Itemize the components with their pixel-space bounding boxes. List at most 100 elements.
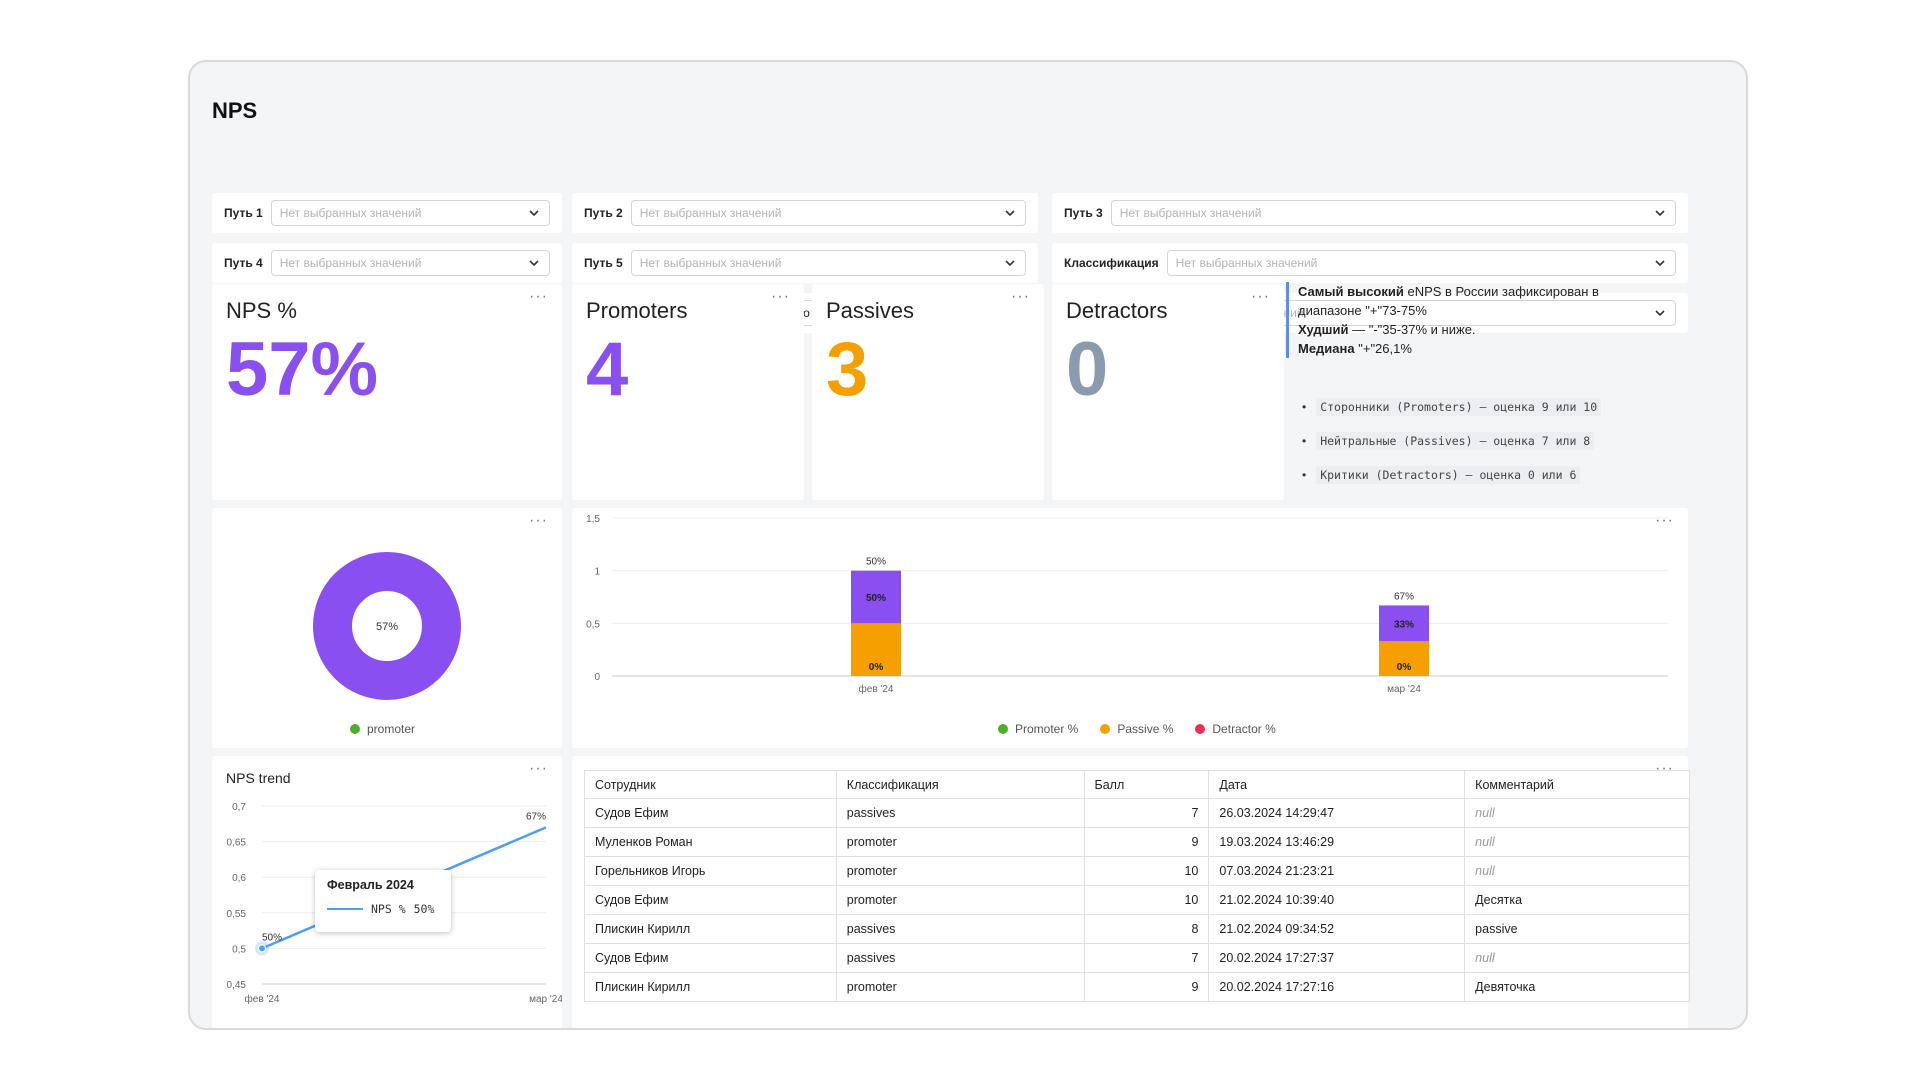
- filter-select[interactable]: Нет выбранных значений: [630, 250, 1026, 276]
- tooltip-title: Февраль 2024: [327, 878, 414, 892]
- table-row[interactable]: Горельников Игорь promoter 10 07.03.2024 21…: [584, 856, 1690, 886]
- table-row[interactable]: Судов Ефим passives 7 20.02.2024 17:27:37 nu…: [584, 943, 1690, 973]
- data-point: [258, 944, 266, 953]
- filter-5: Путь 5 Нет выбранных значений: [572, 243, 1038, 283]
- kpi-title: NPS %: [226, 298, 297, 323]
- kpi-title: Passives: [826, 298, 915, 323]
- bar-total-label: 50%: [866, 557, 886, 568]
- bar-promoter: [851, 570, 901, 624]
- filter-select[interactable]: Нет выбранных значений: [270, 250, 550, 276]
- responses-table: Сотрудник Классификация Балл Дата Комментари…: [584, 770, 1690, 1002]
- note-list: Сторонники (Promoters) — оценка 9 или 10…: [1302, 398, 1602, 500]
- y-tick-label: 0,45: [227, 980, 247, 991]
- filter-select[interactable]: Нет выбранных значений: [270, 200, 550, 226]
- table-cell: 8: [1083, 914, 1210, 944]
- card-menu-button[interactable]: ···: [529, 760, 548, 777]
- tooltip-swatch: [327, 908, 363, 910]
- note-worst-text: — "-"35-37% и ниже.: [1348, 322, 1476, 337]
- card-menu-button[interactable]: ···: [771, 288, 790, 305]
- donut-slice-promoter: [313, 552, 461, 700]
- card-menu-button[interactable]: ···: [1655, 512, 1674, 529]
- filter-2: Путь 2 Нет выбранных значений: [572, 193, 1038, 233]
- table-cell: null: [1464, 827, 1690, 857]
- table-row[interactable]: Судов Ефим promoter 10 21.02.2024 10:39:40 Д…: [584, 885, 1690, 915]
- y-tick-label: 1: [594, 567, 600, 578]
- table-cell: Десятка: [1464, 885, 1690, 915]
- filter-value: Нет выбранных значений: [639, 206, 782, 220]
- y-tick-label: 0,6: [232, 873, 246, 884]
- table-cell: 26.03.2024 14:29:47: [1208, 798, 1466, 828]
- table-cell: 10: [1083, 885, 1210, 915]
- table-cell: 19.03.2024 13:46:29: [1208, 827, 1466, 857]
- bar-passive: [1379, 641, 1429, 676]
- legend-label: Passive %: [1117, 722, 1174, 736]
- card-menu-button[interactable]: ···: [529, 512, 548, 529]
- chevron-down-icon: [1655, 210, 1665, 217]
- responses-table-card: ··· Сотрудник Классификация Балл Дата Коммен…: [572, 756, 1690, 1028]
- bar-total-label: 67%: [1394, 591, 1414, 602]
- note-text: Самый высокий eNPS в России зафиксирован…: [1298, 282, 1618, 358]
- card-menu-button[interactable]: ···: [529, 288, 548, 305]
- y-tick-label: 0,7: [232, 802, 246, 813]
- table-cell: 9: [1083, 827, 1210, 857]
- legend-item-promoter[interactable]: promoter: [350, 722, 415, 736]
- filter-value: Нет выбранных значений: [279, 256, 422, 270]
- legend-item-promoter[interactable]: Promoter %: [998, 722, 1078, 736]
- legend-label: Promoter %: [1015, 722, 1079, 736]
- filter-4: Путь 4 Нет выбранных значений: [212, 243, 562, 283]
- chart-title: NPS trend: [226, 770, 291, 786]
- table-cell: passive: [1464, 914, 1690, 944]
- table-cell: 20.02.2024 17:27:16: [1208, 972, 1466, 1002]
- kpi-card-nps: ··· NPS % 57%: [212, 284, 562, 500]
- x-tick-label: мар '24: [1387, 684, 1421, 695]
- bar-promoter: [1379, 605, 1429, 642]
- kpi-value: 4: [586, 327, 629, 412]
- table-cell: passives: [835, 798, 1085, 828]
- column-header[interactable]: Классификация: [835, 770, 1085, 799]
- filter-select[interactable]: Нет выбранных значений: [1166, 250, 1676, 276]
- table-cell: 10: [1083, 856, 1210, 886]
- table-cell: 07.03.2024 21:23:21: [1208, 856, 1466, 886]
- table-row[interactable]: Плискин Кирилл promoter 9 20.02.2024 17:27:…: [584, 972, 1690, 1002]
- note-list-code: Нейтральные (Passives) — оценка 7 или 8: [1316, 432, 1595, 450]
- bar-legend: Promoter % Passive % Detractor %: [998, 722, 1276, 736]
- x-tick-label: мар '24: [529, 994, 562, 1005]
- y-tick-label: 0,65: [227, 838, 247, 849]
- table-row[interactable]: Муленков Роман promoter 9 19.03.2024 13:46:…: [584, 827, 1690, 857]
- column-header[interactable]: Сотрудник: [584, 770, 837, 799]
- nps-trend-card: ··· NPS trend 0,45 0,5 0,55 0,6 0,65 0,7 50% 67…: [212, 756, 562, 1028]
- chart-tooltip: Февраль 2024 NPS % 50%: [315, 870, 451, 932]
- filter-select[interactable]: Нет выбранных значений: [630, 200, 1026, 226]
- y-tick-label: 1,5: [586, 514, 600, 525]
- legend-dot: [998, 724, 1008, 734]
- kpi-title: Detractors: [1066, 298, 1168, 323]
- filter-label: Путь 4: [224, 256, 263, 270]
- note-highest-label: Самый высокий: [1298, 284, 1404, 299]
- note-worst-label: Худший: [1298, 322, 1349, 337]
- bar-label-promoter: 50%: [866, 593, 886, 604]
- filter-select[interactable]: Нет выбранных значений: [1110, 200, 1676, 226]
- column-header[interactable]: Балл: [1083, 770, 1210, 799]
- legend-item-passive[interactable]: Passive %: [1100, 722, 1173, 736]
- donut-card: ··· 57% promoter: [212, 508, 562, 748]
- note-list-code: Сторонники (Promoters) — оценка 9 или 10: [1316, 398, 1602, 416]
- column-header[interactable]: Комментарий: [1464, 770, 1690, 799]
- donut-chart: 57%: [313, 552, 461, 700]
- table-row[interactable]: Плискин Кирилл passives 8 21.02.2024 09:34:…: [584, 914, 1690, 944]
- table-header-row: Сотрудник Классификация Балл Дата Комментари…: [584, 770, 1690, 799]
- card-menu-button[interactable]: ···: [1251, 288, 1270, 305]
- chevron-down-icon: [1005, 260, 1015, 267]
- legend-item-detractor[interactable]: Detractor %: [1195, 722, 1276, 736]
- filter-label: Путь 2: [584, 206, 623, 220]
- table-cell: promoter: [835, 885, 1085, 915]
- point-label: 50%: [262, 932, 282, 943]
- table-row[interactable]: Судов Ефим passives 7 26.03.2024 14:29:47 nu…: [584, 798, 1690, 828]
- table-cell: Судов Ефим: [584, 798, 837, 828]
- table-cell: 21.02.2024 10:39:40: [1208, 885, 1466, 915]
- kpi-card-passives: ··· Passives 3: [812, 284, 1044, 500]
- table-cell: Судов Ефим: [584, 885, 837, 915]
- column-header[interactable]: Дата: [1208, 770, 1466, 799]
- y-tick-label: 0,5: [232, 944, 246, 955]
- card-menu-button[interactable]: ···: [1011, 288, 1030, 305]
- y-tick-label: 0: [594, 672, 600, 683]
